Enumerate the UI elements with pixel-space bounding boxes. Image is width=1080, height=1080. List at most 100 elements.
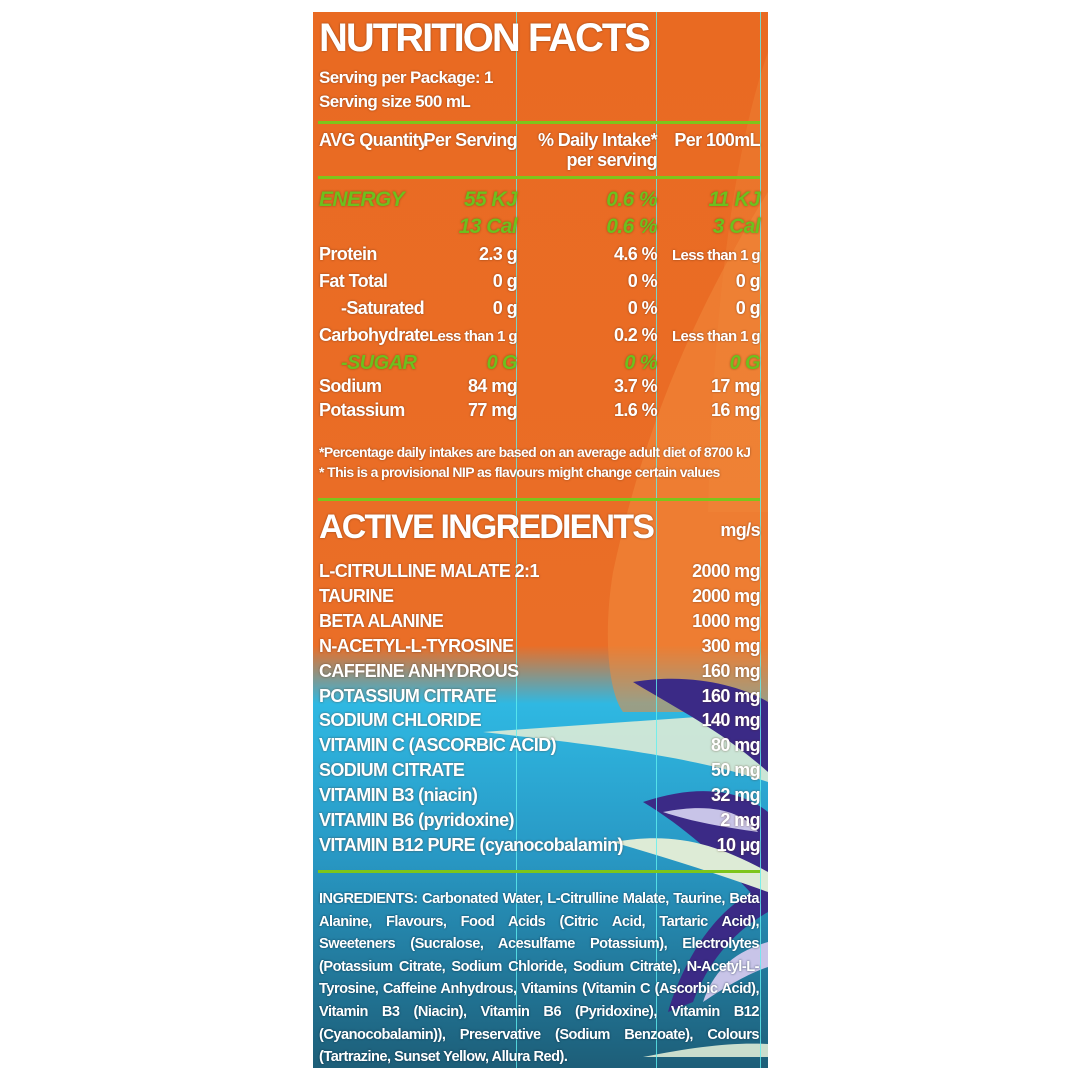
header-per-100ml: Per 100mL — [674, 130, 760, 150]
per-100ml-value: 0 G — [729, 352, 761, 374]
guide-line — [656, 12, 657, 1068]
header-avg-quantity: AVG Quantity — [319, 130, 428, 150]
header-daily-intake-sub: per serving — [566, 150, 658, 170]
active-ingredient-amount: 160 mg — [701, 660, 761, 681]
active-ingredient-row: CAFFEINE ANHYDROUS 160 mg — [313, 661, 768, 685]
per-serving-value: 13 Cal — [458, 215, 518, 238]
per-100ml-value: 3 Cal — [712, 215, 761, 238]
daily-intake-value: 4.6 % — [613, 244, 658, 264]
active-ingredient-amount: 2000 mg — [692, 561, 760, 581]
daily-intake-value: 0 % — [624, 352, 657, 374]
footnote: * This is a provisional NIP as flavours … — [319, 464, 720, 480]
active-ingredient-amount: 160 mg — [701, 685, 761, 706]
active-ingredients-title: ACTIVE INGREDIENTS — [319, 508, 655, 546]
active-ingredient-name: L-CITRULLINE MALATE 2:1 — [319, 561, 539, 581]
active-ingredient-name: VITAMIN B6 (pyridoxine) — [319, 810, 514, 830]
nutrient-row: Fat Total 0 g 0 % 0 g — [313, 271, 768, 295]
active-ingredient-name: SODIUM CHLORIDE — [319, 710, 482, 731]
nutrient-label: Fat Total — [319, 271, 388, 291]
nutrition-label-panel: NUTRITION FACTS Serving per Package: 1 S… — [313, 12, 768, 1068]
page-title: NUTRITION FACTS — [319, 16, 651, 60]
nutrient-label: Carbohydrate — [319, 325, 429, 345]
footnote: *Percentage daily intakes are based on a… — [319, 444, 751, 460]
nutrient-label: Potassium — [319, 400, 405, 420]
per-100ml-value: Less than 1 g — [671, 247, 761, 264]
active-ingredient-amount: 140 mg — [701, 710, 761, 731]
nutrient-row: -SUGAR 0 G 0 % 0 G — [313, 352, 768, 376]
serving-per-package: Serving per Package: 1 — [319, 68, 494, 87]
ingredients-list: INGREDIENTS: Carbonated Water, L-Citrull… — [319, 891, 760, 1066]
active-ingredient-name: SODIUM CITRATE — [319, 760, 465, 781]
active-ingredient-row: SODIUM CHLORIDE 140 mg — [313, 710, 768, 734]
per-serving-value: 84 mg — [467, 376, 518, 396]
divider — [318, 870, 760, 873]
per-100ml-value: 0 g — [735, 271, 761, 291]
daily-intake-value: 3.7 % — [613, 376, 658, 396]
active-ingredient-row: VITAMIN B3 (niacin) 32 mg — [313, 785, 768, 809]
active-ingredient-row: VITAMIN B12 PURE (cyanocobalamin) 10 µg — [313, 835, 768, 859]
nutrient-label: Sodium — [319, 376, 382, 396]
per-100ml-value: 16 mg — [710, 400, 761, 420]
active-ingredient-row: TAURINE 2000 mg — [313, 586, 768, 610]
active-ingredient-amount: 32 mg — [710, 785, 761, 806]
per-serving-value: Less than 1 g — [428, 328, 518, 345]
active-ingredient-name: VITAMIN C (ASCORBIC ACID) — [319, 735, 557, 756]
nutrient-label: ENERGY — [319, 188, 405, 211]
nutrient-label: -SUGAR — [341, 352, 417, 374]
active-ingredient-row: N-ACETYL-L-TYROSINE 300 mg — [313, 636, 768, 660]
per-serving-value: 2.3 g — [478, 244, 518, 264]
per-100ml-value: 11 KJ — [708, 188, 761, 211]
active-ingredient-row: L-CITRULLINE MALATE 2:1 2000 mg — [313, 561, 768, 585]
active-ingredient-row: POTASSIUM CITRATE 160 mg — [313, 686, 768, 710]
per-serving-value: 0 g — [492, 298, 518, 318]
nutrient-row: -Saturated 0 g 0 % 0 g — [313, 298, 768, 322]
per-100ml-value: 0 g — [735, 298, 761, 318]
active-ingredient-name: N-ACETYL-L-TYROSINE — [319, 635, 514, 656]
active-ingredient-amount: 1000 mg — [692, 610, 760, 631]
per-serving-value: 0 G — [486, 352, 518, 374]
active-ingredient-name: CAFFEINE ANHYDROUS — [319, 660, 519, 681]
nutrient-label: Protein — [319, 244, 377, 264]
divider — [318, 176, 760, 179]
per-serving-value: 77 mg — [467, 400, 518, 420]
per-serving-value: 55 KJ — [463, 188, 518, 211]
divider — [318, 121, 760, 124]
active-ingredients-unit: mg/s — [720, 520, 760, 540]
active-ingredient-amount: 2000 mg — [692, 585, 760, 606]
daily-intake-value: 0 % — [627, 271, 658, 291]
per-100ml-value: Less than 1 g — [671, 328, 761, 345]
divider — [318, 498, 760, 501]
active-ingredient-name: BETA ALANINE — [319, 610, 444, 631]
active-ingredient-name: VITAMIN B3 (niacin) — [319, 785, 478, 806]
nutrient-row: Sodium 84 mg 3.7 % 17 mg — [313, 376, 768, 400]
active-ingredient-amount: 80 mg — [710, 735, 761, 756]
active-ingredient-row: SODIUM CITRATE 50 mg — [313, 760, 768, 784]
daily-intake-value: 0.2 % — [613, 325, 658, 345]
energy-row: ENERGY 55 KJ 0.6 % 11 KJ — [313, 188, 768, 212]
active-ingredient-amount: 2 mg — [720, 810, 760, 830]
energy-row: 13 Cal 0.6 % 3 Cal — [313, 215, 768, 239]
active-ingredient-amount: 300 mg — [701, 635, 761, 656]
nutrient-label: -Saturated — [341, 298, 425, 318]
background-wave-graphic — [483, 52, 768, 1057]
guide-line — [516, 12, 517, 1068]
active-ingredient-amount: 10 µg — [716, 834, 761, 855]
active-ingredient-name: POTASSIUM CITRATE — [319, 685, 497, 706]
header-daily-intake: % Daily Intake* — [537, 130, 658, 150]
per-serving-value: 0 g — [492, 271, 518, 291]
header-per-serving: Per Serving — [423, 130, 518, 150]
daily-intake-value: 0.6 % — [606, 188, 657, 211]
per-100ml-value: 17 mg — [710, 376, 761, 396]
guide-line — [760, 12, 761, 1068]
active-ingredient-row: VITAMIN C (ASCORBIC ACID) 80 mg — [313, 735, 768, 759]
serving-size: Serving size 500 mL — [319, 92, 471, 111]
daily-intake-value: 0 % — [627, 298, 658, 318]
nutrient-row: Potassium 77 mg 1.6 % 16 mg — [313, 400, 768, 424]
active-ingredient-name: VITAMIN B12 PURE (cyanocobalamin) — [319, 834, 624, 855]
active-ingredient-name: TAURINE — [319, 585, 394, 606]
nutrient-row: Carbohydrate Less than 1 g 0.2 % Less than … — [313, 325, 768, 349]
daily-intake-value: 0.6 % — [606, 215, 657, 238]
active-ingredient-row: BETA ALANINE 1000 mg — [313, 611, 768, 635]
active-ingredient-amount: 50 mg — [710, 760, 761, 781]
active-ingredient-row: VITAMIN B6 (pyridoxine) 2 mg — [313, 810, 768, 834]
